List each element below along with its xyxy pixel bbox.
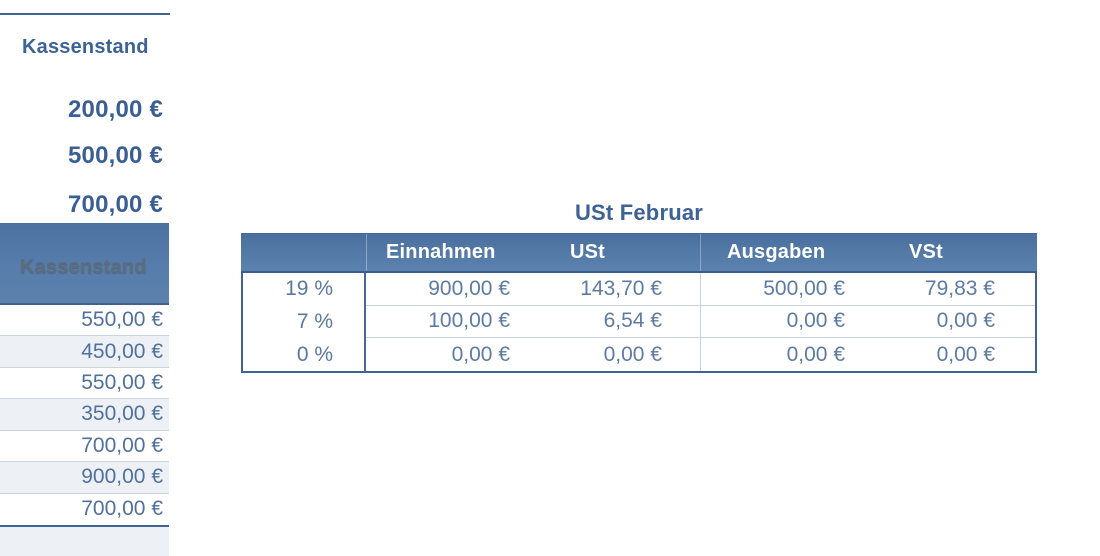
empty-row[interactable] — [0, 527, 169, 556]
table-row[interactable]: 450,00 € — [0, 336, 169, 368]
kassenstand-lower-header-cell[interactable]: Kassenstand — [0, 223, 169, 305]
cell-ausgaben[interactable]: 0,00 € — [700, 305, 868, 338]
kassenstand-lower-header-label: Kassenstand — [20, 255, 147, 278]
header-cell-vst[interactable]: VSt — [909, 241, 943, 263]
table-row: 19 % 900,00 € 143,70 € 500,00 € 79,83 € — [243, 273, 1035, 306]
cell-vst[interactable]: 79,83 € — [924, 276, 995, 300]
lower-table-section-border — [0, 525, 169, 527]
table-row: 0 % 0,00 € 0,00 € 0,00 € 0,00 € — [243, 338, 1035, 371]
kassenstand-panel: Kassenstand 200,00 € 500,00 € 700,00 € K… — [0, 0, 170, 556]
cell-vst[interactable]: 0,00 € — [936, 342, 995, 366]
cell-ausgaben[interactable]: 500,00 € — [700, 273, 868, 305]
table-row[interactable]: 700,00 € — [0, 493, 169, 525]
kassenstand-lower-rows: 550,00 € 450,00 € 550,00 € 350,00 € 700,… — [0, 305, 169, 525]
ust-table-body: 19 % 900,00 € 143,70 € 500,00 € 79,83 € … — [241, 273, 1037, 373]
cell-ust[interactable]: 143,70 € — [580, 276, 662, 300]
cell-einnahmen[interactable]: 900,00 € — [428, 276, 510, 300]
cell-einnahmen[interactable]: 0,00 € — [451, 342, 510, 366]
row-label-cell[interactable]: 0 % — [243, 338, 366, 371]
table-row[interactable]: 550,00 € — [0, 305, 169, 337]
row-value-group: 0,00 € 0,00 € 0,00 € 0,00 € — [366, 338, 1035, 371]
table-row[interactable]: 900,00 € — [0, 462, 169, 494]
cell-ausgaben[interactable]: 0,00 € — [700, 338, 868, 371]
kassenstand-upper-cell[interactable]: 200,00 € — [67, 96, 163, 123]
row-value-group: 900,00 € 143,70 € 500,00 € 79,83 € — [366, 273, 1035, 306]
table-row[interactable]: 700,00 € — [0, 430, 169, 463]
kassenstand-upper-header-cell[interactable]: Kassenstand — [22, 36, 149, 58]
table-row[interactable]: 550,00 € — [0, 367, 169, 400]
row-value-group: 100,00 € 6,54 € 0,00 € 0,00 € — [366, 305, 1035, 339]
row-label-cell[interactable]: 7 % — [243, 305, 366, 339]
header-cell-ust[interactable]: USt — [570, 241, 606, 263]
cell-einnahmen[interactable]: 100,00 € — [428, 309, 510, 333]
ust-header-row: Einnahmen USt Ausgaben VSt — [241, 233, 1037, 273]
ust-februar-table: USt Februar Einnahmen USt Ausgaben VSt 1… — [241, 201, 1037, 373]
kassenstand-upper-cell[interactable]: 500,00 € — [67, 142, 163, 169]
header-cell-empty[interactable] — [241, 234, 366, 271]
upper-table-top-border — [0, 13, 170, 15]
kassenstand-upper-cell[interactable]: 700,00 € — [67, 191, 163, 218]
table-row[interactable]: 350,00 € — [0, 399, 169, 431]
header-cell-ausgaben[interactable]: Ausgaben — [700, 234, 868, 271]
table-row: 7 % 100,00 € 6,54 € 0,00 € 0,00 € — [243, 305, 1035, 339]
cell-vst[interactable]: 0,00 € — [936, 309, 995, 333]
cell-ust[interactable]: 0,00 € — [603, 342, 662, 366]
row-label-cell[interactable]: 19 % — [243, 273, 366, 306]
table-title[interactable]: USt Februar — [574, 200, 704, 225]
header-cell-einnahmen[interactable]: Einnahmen — [366, 234, 533, 271]
cell-ust[interactable]: 6,54 € — [603, 309, 662, 333]
